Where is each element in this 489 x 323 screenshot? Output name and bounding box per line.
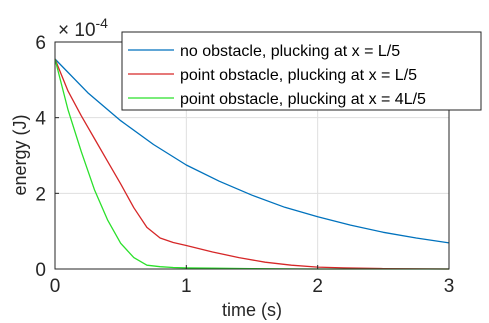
x-tick-label: 3 bbox=[444, 276, 455, 297]
x-tick-label: 2 bbox=[312, 276, 323, 297]
legend-label-1: no obstacle, plucking at x = L/5 bbox=[180, 43, 400, 60]
y-axis-label: energy (J) bbox=[10, 114, 30, 195]
legend-box bbox=[121, 31, 482, 111]
legend: no obstacle, plucking at x = L/5 point ob… bbox=[121, 31, 482, 111]
y-tick-label: 6 bbox=[35, 33, 46, 54]
legend-label-2: point obstacle, plucking at x = L/5 bbox=[180, 67, 417, 84]
y-tick-label: 0 bbox=[35, 260, 46, 281]
x-tick-label: 1 bbox=[181, 276, 192, 297]
x-axis-label: time (s) bbox=[222, 300, 282, 320]
y-tick-label: 2 bbox=[35, 184, 46, 205]
exponent-superscript: -4 bbox=[96, 15, 109, 31]
x-tick-label: 0 bbox=[50, 276, 61, 297]
exponent-label: × 10-4 bbox=[58, 15, 108, 41]
series-line-1 bbox=[54, 58, 450, 244]
y-tick-label: 4 bbox=[35, 109, 46, 130]
series-line-3 bbox=[54, 58, 449, 270]
tick-labels: 0 1 2 3 0 2 4 6 bbox=[35, 33, 454, 297]
tick-marks bbox=[54, 41, 450, 270]
legend-label-3: point obstacle, plucking at x = 4L/5 bbox=[180, 91, 426, 108]
legend-entries: no obstacle, plucking at x = L/5 point ob… bbox=[128, 43, 426, 108]
